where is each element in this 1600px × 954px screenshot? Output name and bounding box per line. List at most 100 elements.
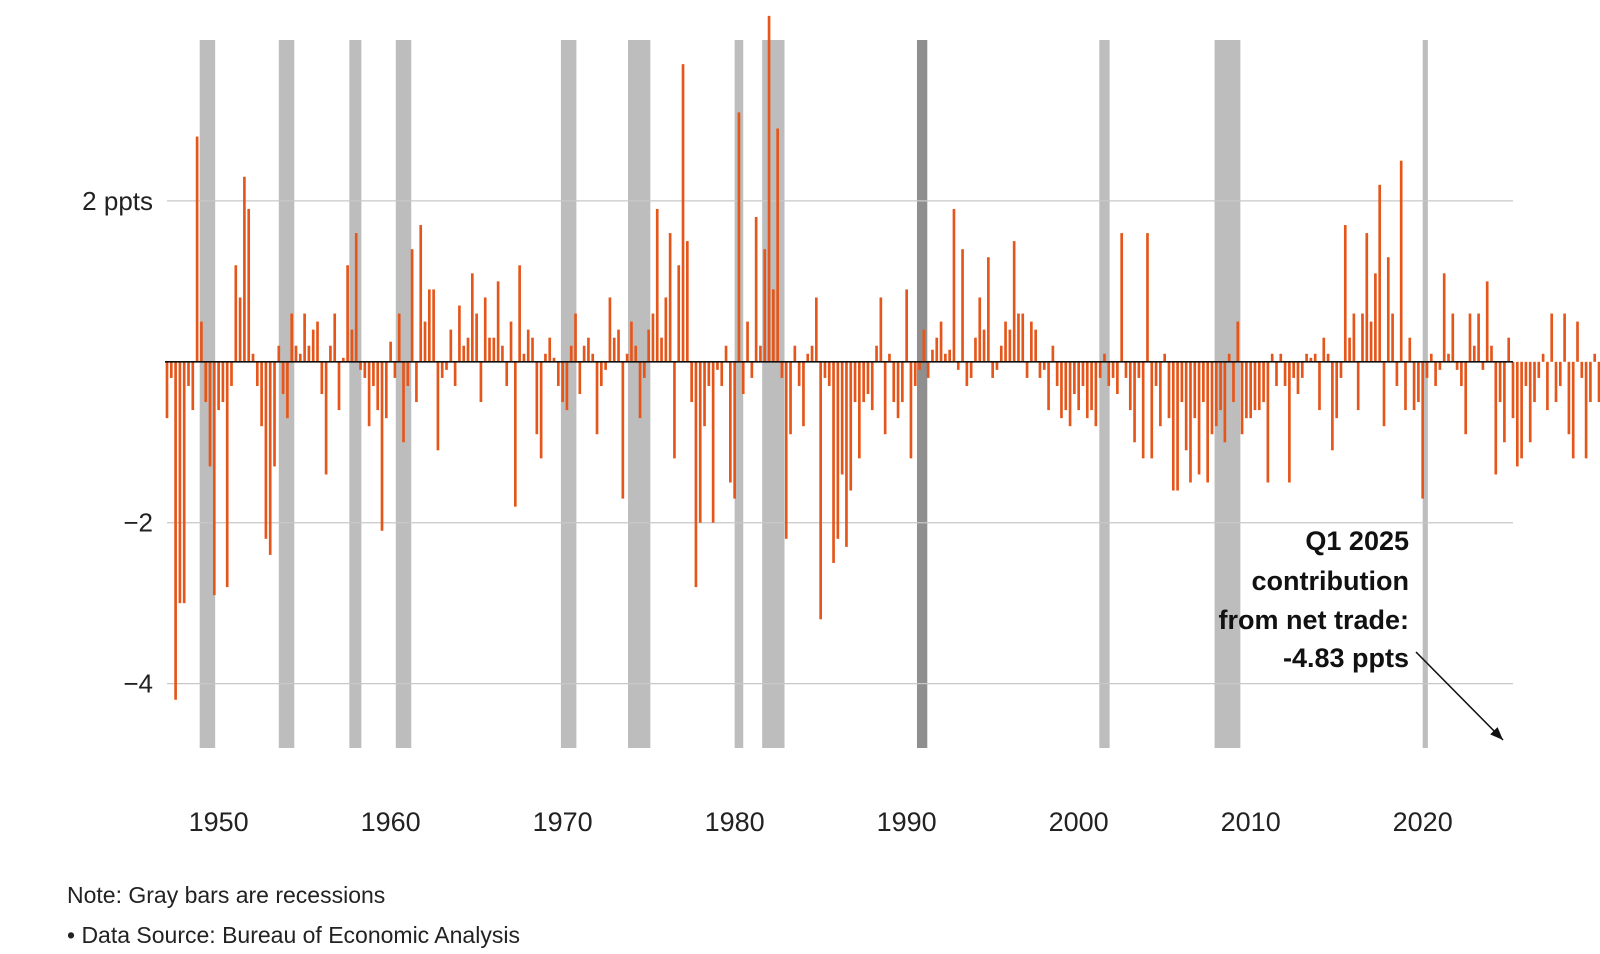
- bar-225: [1133, 361, 1136, 443]
- bar-130: [724, 345, 728, 362]
- bar-110: [638, 361, 642, 419]
- bar-168: [888, 353, 891, 362]
- bar-172: [905, 289, 908, 362]
- bar-204: [1042, 361, 1046, 370]
- bar-53: [393, 361, 397, 378]
- bar-309: [1494, 361, 1498, 475]
- bar-134: [741, 361, 745, 394]
- bar-222: [1120, 233, 1124, 362]
- bar-191: [987, 257, 990, 362]
- bar-102: [604, 361, 607, 370]
- bar-144: [784, 361, 788, 539]
- bar-103: [608, 297, 612, 362]
- bar-104: [612, 337, 616, 362]
- bar-216: [1094, 361, 1098, 427]
- bar-9: [204, 361, 208, 403]
- bar-308: [1490, 345, 1493, 362]
- bar-138: [759, 345, 762, 362]
- bar-264: [1300, 361, 1304, 378]
- bar-119: [677, 265, 681, 362]
- bar-8: [200, 321, 203, 362]
- bar-52: [389, 341, 392, 362]
- bar-27: [281, 361, 285, 394]
- bar-90: [552, 357, 556, 362]
- bar-217: [1098, 361, 1102, 378]
- bar-301: [1460, 361, 1463, 386]
- bar-170: [896, 361, 900, 419]
- bar-194: [999, 345, 1003, 362]
- bar-274: [1343, 225, 1347, 362]
- bar-188: [974, 337, 977, 362]
- bar-33: [307, 345, 311, 362]
- bar-303: [1468, 313, 1472, 362]
- bar-70: [466, 337, 470, 362]
- bar-245: [1219, 361, 1222, 411]
- bar-49: [376, 361, 380, 411]
- bar-318: [1533, 361, 1536, 403]
- bar-270: [1326, 353, 1330, 362]
- bar-109: [634, 345, 638, 362]
- bar-101: [599, 361, 603, 386]
- bar-306: [1481, 361, 1485, 370]
- bar-13: [221, 361, 225, 403]
- bar-141: [772, 289, 775, 362]
- bar-283: [1382, 361, 1386, 427]
- bar-30: [294, 345, 298, 362]
- bar-159: [849, 361, 853, 491]
- bar-142: [776, 128, 779, 362]
- bar-269: [1322, 337, 1326, 362]
- bar-124: [698, 361, 702, 523]
- bar-200: [1025, 361, 1029, 378]
- bar-248: [1232, 361, 1235, 403]
- bar-25: [273, 361, 276, 467]
- bar-263: [1296, 361, 1300, 394]
- bar-277: [1356, 361, 1360, 411]
- bar-244: [1214, 361, 1218, 427]
- bar-260: [1283, 361, 1287, 386]
- bar-201: [1030, 321, 1033, 362]
- bar-174: [913, 361, 917, 386]
- bar-230: [1154, 361, 1158, 386]
- bar-37: [324, 361, 328, 475]
- bar-47: [367, 361, 371, 427]
- bar-67: [453, 361, 457, 386]
- bar-229: [1150, 361, 1154, 459]
- bar-48: [372, 361, 375, 386]
- bar-38: [329, 345, 332, 362]
- bar-193: [995, 361, 999, 370]
- bar-256: [1266, 361, 1270, 483]
- bar-5: [187, 361, 190, 386]
- bar-197: [1012, 241, 1016, 362]
- bar-29: [290, 313, 294, 362]
- bar-75: [488, 337, 491, 362]
- bar-234: [1171, 361, 1175, 491]
- bar-132: [733, 361, 736, 499]
- recession-band-8: [916, 40, 928, 748]
- bar-71: [470, 273, 474, 362]
- bar-35: [316, 321, 319, 362]
- y-tick-label-1: −2: [123, 508, 153, 538]
- bar-328: [1576, 321, 1579, 362]
- bar-125: [703, 361, 706, 427]
- annotation-line-1: Q1 2025: [1305, 526, 1409, 556]
- bar-79: [505, 361, 509, 386]
- bar-266: [1309, 357, 1313, 362]
- bar-43: [350, 329, 354, 362]
- bar-267: [1313, 353, 1317, 362]
- bar-333: [1597, 361, 1600, 403]
- bar-184: [956, 361, 960, 370]
- annotation-line-4: -4.83 ppts: [1283, 643, 1409, 673]
- x-tick-label-2020: 2020: [1393, 807, 1453, 837]
- bar-57: [410, 249, 414, 362]
- bar-311: [1503, 361, 1506, 443]
- bar-205: [1047, 361, 1050, 411]
- bar-65: [445, 361, 448, 370]
- recession-band-10: [1214, 40, 1241, 748]
- bar-135: [746, 321, 749, 362]
- bar-22: [260, 361, 263, 427]
- bar-16: [234, 265, 238, 362]
- bar-139: [763, 249, 767, 362]
- bar-272: [1335, 361, 1339, 419]
- bar-329: [1580, 361, 1584, 378]
- bar-61: [427, 289, 431, 362]
